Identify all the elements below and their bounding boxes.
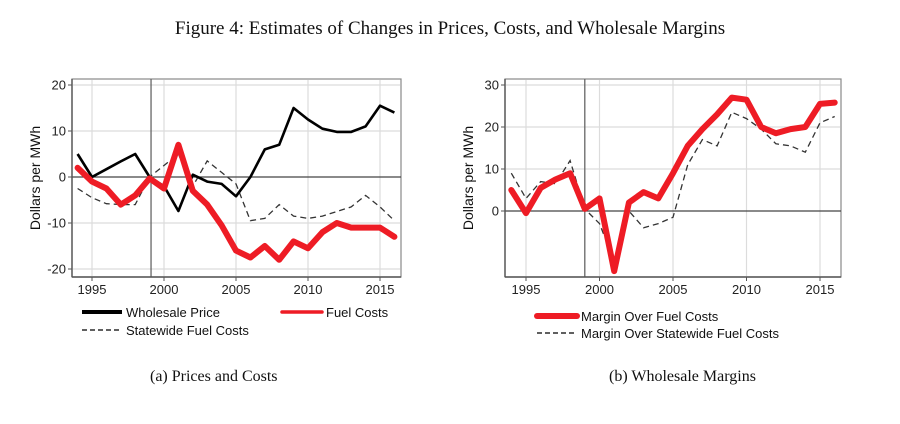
statewide-fuel-costs-line <box>77 152 395 222</box>
y-tick-label: -10 <box>47 216 66 231</box>
y-tick-label: 20 <box>52 78 66 93</box>
y-tick-label: 10 <box>485 162 499 177</box>
x-tick-label: 2005 <box>222 282 251 297</box>
caption-b: (b) Wholesale Margins <box>609 368 756 385</box>
margin-over-statewide-fuel-costs-line <box>510 111 835 264</box>
panel-a: 1995 2000 2005 2010 2015 -20 -10 0 10 20 Dollars p… <box>27 78 402 338</box>
y-tick-label: -20 <box>47 262 66 277</box>
legend: Margin Over Fuel Costs Margin Over Statew… <box>534 309 779 341</box>
wholesale-price-line <box>76 104 395 213</box>
y-tick-label: 30 <box>485 78 499 93</box>
caption-a: (a) Prices and Costs <box>150 368 278 385</box>
x-tick-label: 2000 <box>150 282 179 297</box>
legend-label: Margin Over Fuel Costs <box>581 309 719 324</box>
x-tick-label: 2010 <box>732 282 761 297</box>
x-tick-label: 1995 <box>512 282 541 297</box>
y-tick-label: 10 <box>52 124 66 139</box>
legend-label: Fuel Costs <box>326 305 389 320</box>
margin-over-fuel-costs-line <box>508 94 838 275</box>
y-axis-label: Dollars per MWh <box>460 126 476 230</box>
x-tick-label: 2005 <box>659 282 688 297</box>
x-tick-label: 1995 <box>78 282 107 297</box>
figure-title: Figure 4: Estimates of Changes in Prices… <box>174 18 726 39</box>
y-tick-label: 0 <box>59 170 66 185</box>
x-tick-label: 2015 <box>366 282 395 297</box>
fuel-costs-line <box>74 141 398 263</box>
x-tick-label: 2010 <box>294 282 323 297</box>
y-tick-label: 0 <box>492 204 499 219</box>
y-axis-label: Dollars per MWh <box>27 126 43 230</box>
panel-b: 1995 2000 2005 2010 2015 0 10 20 30 Dollars per M… <box>460 78 842 341</box>
legend-label: Wholesale Price <box>126 305 220 320</box>
legend-label: Margin Over Statewide Fuel Costs <box>581 326 779 341</box>
y-tick-label: 20 <box>485 120 499 135</box>
legend-label: Statewide Fuel Costs <box>126 323 249 338</box>
x-tick-label: 2000 <box>585 282 614 297</box>
legend: Wholesale Price Fuel Costs Statewide Fuel … <box>82 305 389 338</box>
x-tick-label: 2015 <box>806 282 835 297</box>
